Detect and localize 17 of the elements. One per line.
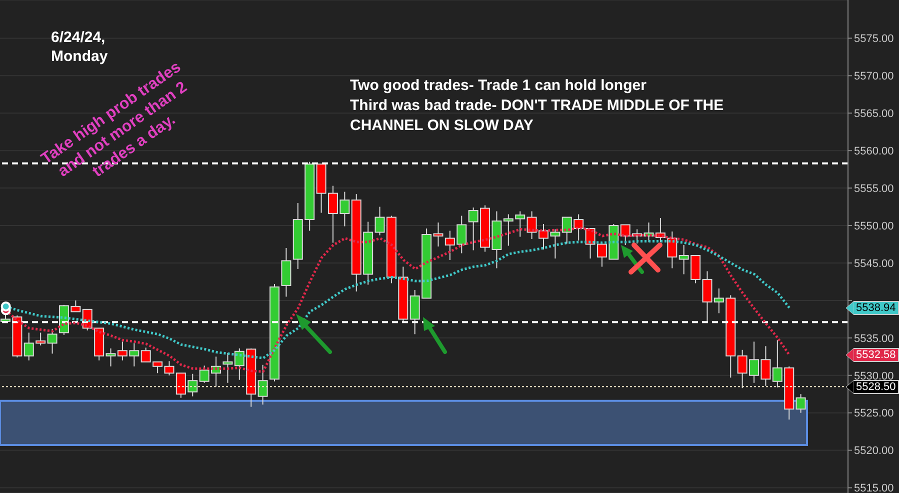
y-tick-label: 5545.00 <box>854 258 894 270</box>
text: 5532.58 <box>854 348 899 362</box>
y-tick-label: 5565.00 <box>854 108 894 120</box>
y-tick-label: 5520.00 <box>854 445 894 458</box>
text: 5538.94 <box>854 300 899 315</box>
y-tick-label: 5535.00 <box>854 332 894 345</box>
ref-line-label: 5528.50 <box>854 380 899 394</box>
y-tick-label: 5570.00 <box>854 70 894 83</box>
y-tick-label: 5560.00 <box>854 146 894 158</box>
y-tick-label: 5575.00 <box>854 33 894 46</box>
y-tick-label: 5555.00 <box>854 182 894 195</box>
annotation: Two good trades- Trade 1 can hold longer Third was bad trade- DON'T TRADE MIDDLE OF THE CHANNEL ON SLOW DAY <box>350 76 724 136</box>
y-tick-label: 5550.00 <box>854 220 894 232</box>
y-tick-label: 5515.00 <box>854 482 894 493</box>
y-tick-label: 5525.00 <box>854 408 894 420</box>
text: 6/24/24, Monday <box>51 28 108 66</box>
y-tick-label: 5530.00 <box>854 370 894 382</box>
